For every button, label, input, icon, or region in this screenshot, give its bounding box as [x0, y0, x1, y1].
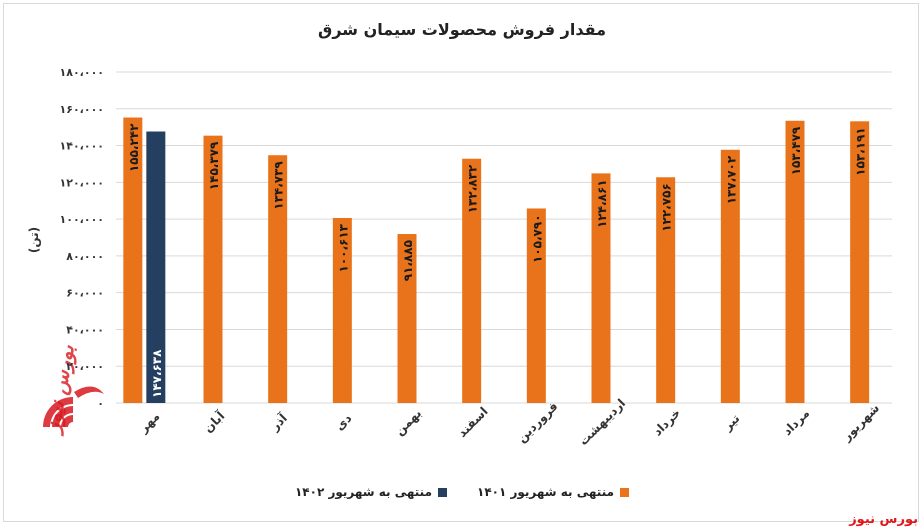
data-label: ۱۰۰،۶۱۳ [336, 223, 350, 272]
bar-1401 [785, 120, 805, 404]
bar-1401 [462, 158, 482, 403]
bar-1401 [850, 121, 870, 404]
x-tick-label: فروردین [514, 399, 561, 446]
x-tick-label: دی [332, 411, 354, 433]
watermark: بورس نیوز [849, 512, 918, 527]
y-tick-label: ۱۰۰،۰۰۰ [60, 213, 104, 226]
data-label: ۱۵۳،۴۷۹ [789, 126, 803, 175]
bar-1401 [591, 173, 611, 403]
data-label: ۱۲۴،۸۶۱ [595, 179, 609, 228]
data-label: ۱۰۵،۷۹۰ [530, 214, 544, 263]
legend: منتهی به شهریور ۱۴۰۱ منتهی به شهریور ۱۴۰… [0, 485, 924, 499]
data-label: ۱۳۴،۷۳۹ [272, 161, 286, 210]
legend-item-1402: منتهی به شهریور ۱۴۰۲ [295, 485, 447, 499]
x-tick-label: اسفند [455, 404, 491, 440]
x-tick-label: آبان [200, 408, 228, 436]
y-tick-label: ۱۲۰،۰۰۰ [60, 176, 104, 189]
bar-1401 [123, 117, 143, 403]
data-label: ۱۲۲،۷۵۶ [660, 183, 674, 232]
x-tick-label: اردیبهشت [576, 396, 628, 448]
y-tick-label: ۴۰،۰۰۰ [66, 323, 104, 336]
data-label: ۱۳۲،۸۳۲ [466, 164, 480, 213]
y-axis-label: (تن) [27, 227, 41, 253]
bar-1401 [397, 234, 417, 403]
data-label: ۱۴۵،۳۷۹ [207, 141, 221, 190]
y-tick-label: ۶۰،۰۰۰ [66, 287, 104, 300]
bourse-news-logo [38, 372, 108, 482]
y-tick-label: ۱۶۰،۰۰۰ [60, 103, 104, 116]
x-tick-label: آذر [266, 410, 290, 434]
x-tick-label: خرداد [650, 406, 683, 439]
y-tick-label: ۲۰،۰۰۰ [66, 360, 104, 373]
legend-swatch-1401 [620, 487, 630, 497]
legend-item-1401: منتهی به شهریور ۱۴۰۱ [477, 485, 630, 499]
chart-title: مقدار فروش محصولات سیمان شرق [318, 20, 606, 39]
bar-1402 [146, 131, 166, 403]
data-label: ۱۵۳،۱۹۱ [854, 127, 868, 176]
data-label: ۹۱،۸۸۵ [401, 240, 415, 281]
y-tick-label: ۸۰،۰۰۰ [66, 250, 104, 263]
legend-label-1402: منتهی به شهریور ۱۴۰۲ [294, 485, 432, 499]
legend-swatch-1402 [438, 487, 447, 497]
data-label: ۱۵۵،۲۴۲ [127, 123, 141, 172]
x-tick-label: بهمن [392, 406, 424, 438]
bar-1401 [332, 217, 352, 403]
data-label: ۱۴۷،۶۳۸ [150, 349, 164, 398]
y-tick-label: ۱۸۰،۰۰۰ [60, 66, 104, 79]
bar-1401 [203, 135, 223, 403]
x-tick-label: شهریور [839, 401, 883, 445]
bar-1401 [268, 155, 288, 403]
y-tick-label: ۰ [97, 397, 104, 410]
y-tick-label: ۱۴۰،۰۰۰ [60, 140, 104, 153]
bar-1401 [526, 208, 546, 403]
data-label: ۱۳۷،۷۰۲ [724, 155, 738, 204]
legend-label-1401: منتهی به شهریور ۱۴۰۱ [477, 485, 615, 499]
bar-1401 [720, 149, 740, 403]
x-tick-label: تیر [720, 411, 743, 434]
x-tick-label: مهر [136, 409, 163, 436]
x-tick-label: مرداد [780, 406, 812, 438]
bar-1401 [656, 177, 676, 403]
